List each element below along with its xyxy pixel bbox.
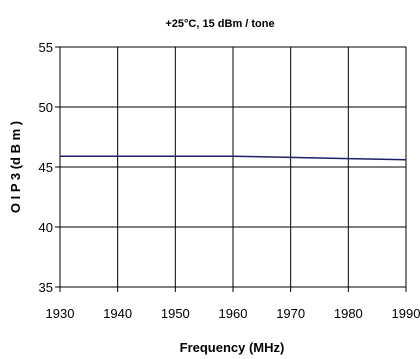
y-axis-label: O I P 3 (d B m ) [8, 121, 23, 213]
x-tick-label: 1970 [276, 306, 305, 321]
x-tick-label: 1990 [392, 306, 420, 321]
series-layer [60, 155, 407, 161]
y-tick-label: 45 [39, 160, 53, 175]
y-tick-label: 35 [39, 280, 53, 295]
chart-subtitle: +25°C, 15 dBm / tone [165, 18, 274, 30]
x-tick-label: 1980 [334, 306, 363, 321]
x-tick-label: 1930 [46, 306, 75, 321]
x-tick-label: 1940 [103, 306, 132, 321]
x-tick-label: 1960 [219, 306, 248, 321]
y-axis-ticks: 35 40 45 50 55 [39, 40, 60, 295]
x-tick-label: 1950 [161, 306, 190, 321]
y-tick-label: 50 [39, 100, 53, 115]
y-tick-label: 55 [39, 40, 53, 55]
series-line-oip3 [60, 155, 407, 161]
y-tick-label: 40 [39, 220, 53, 235]
x-axis-ticks: 1930 1940 1950 1960 1970 1980 1990 [46, 287, 420, 321]
grid [60, 47, 406, 287]
x-axis-label: Frequency (MHz) [180, 340, 285, 355]
